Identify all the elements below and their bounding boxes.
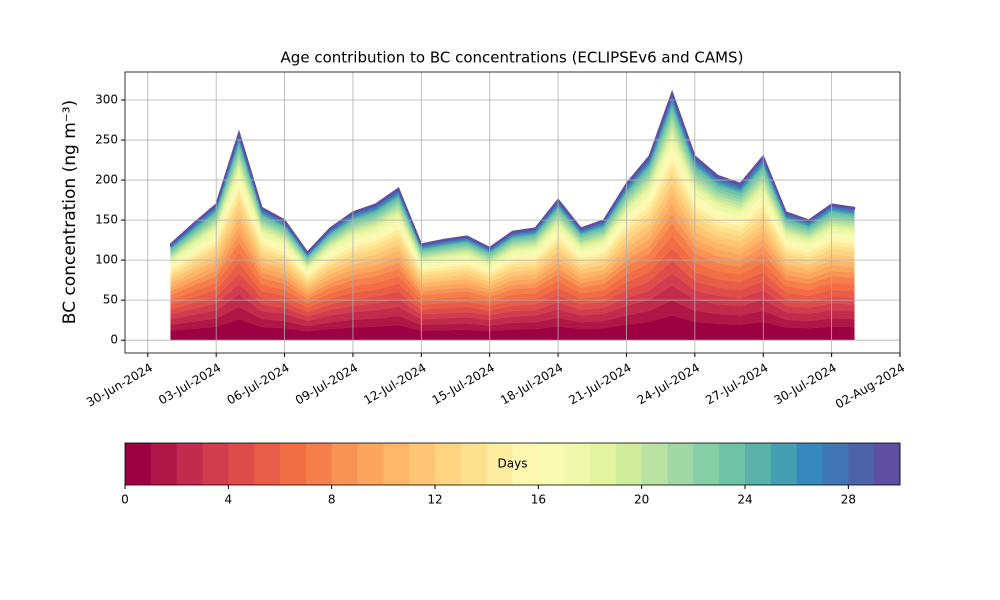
colorbar-swatch [641, 443, 668, 485]
y-tick-label: 150 [95, 213, 118, 227]
x-tick-label: 12-Jul-2024 [361, 361, 428, 408]
colorbar-tick-label: 24 [737, 493, 752, 507]
x-tick-label: 21-Jul-2024 [566, 361, 633, 408]
y-tick-label: 100 [95, 253, 118, 267]
colorbar-swatch [745, 443, 772, 485]
colorbar-label: Days [498, 457, 528, 471]
colorbar-tick-label: 8 [328, 493, 336, 507]
colorbar-swatch [848, 443, 875, 485]
colorbar-tick-label: 16 [531, 493, 546, 507]
colorbar-swatch [435, 443, 462, 485]
colorbar-swatch [202, 443, 229, 485]
y-tick-label: 250 [95, 133, 118, 147]
colorbar-swatch [693, 443, 720, 485]
colorbar-swatch [512, 443, 539, 485]
colorbar-tick-label: 20 [634, 493, 649, 507]
x-tick-label: 02-Aug-2024 [833, 361, 907, 412]
x-tick-label: 30-Jul-2024 [772, 361, 839, 408]
colorbar-swatch [538, 443, 565, 485]
y-tick-label: 0 [110, 333, 118, 347]
x-tick-label: 06-Jul-2024 [225, 361, 292, 408]
x-tick-label: 09-Jul-2024 [293, 361, 360, 408]
x-tick-label: 03-Jul-2024 [156, 361, 223, 408]
x-tick-label: 24-Jul-2024 [635, 361, 702, 408]
plot-frame [124, 71, 901, 354]
y-tick-label: 200 [95, 173, 118, 187]
colorbar-swatch [176, 443, 203, 485]
colorbar-frame [124, 442, 901, 486]
colorbar-tick-label: 28 [841, 493, 856, 507]
colorbar-swatch [590, 443, 617, 485]
colorbar-swatch [331, 443, 358, 485]
colorbar-swatch [719, 443, 746, 485]
colorbar-swatch [305, 443, 333, 485]
colorbar-swatch [667, 443, 694, 485]
x-tick-label: 18-Jul-2024 [498, 361, 565, 408]
colorbar-swatch [383, 443, 410, 485]
colorbar-swatch [874, 443, 901, 485]
colorbar-swatch [254, 443, 281, 485]
y-tick-label: 50 [103, 293, 118, 307]
x-tick-label: 15-Jul-2024 [430, 361, 497, 408]
colorbar-swatch [150, 443, 178, 485]
y-axis-label: BC concentration (ng m⁻³) [60, 100, 80, 324]
colorbar-tick-label: 0 [121, 493, 129, 507]
colorbar-tick-label: 12 [427, 493, 442, 507]
colorbar-swatch [280, 443, 307, 485]
colorbar-swatch [796, 443, 823, 485]
colorbar-swatch [822, 443, 849, 485]
y-tick-label: 300 [95, 93, 118, 107]
colorbar-swatch [564, 443, 591, 485]
colorbar-swatch [357, 443, 384, 485]
colorbar-swatch [770, 443, 798, 485]
chart-title: Age contribution to BC concentrations (E… [281, 49, 744, 67]
x-tick-label: 30-Jun-2024 [84, 361, 155, 410]
colorbar-tick-label: 4 [225, 493, 233, 507]
area-layer [169, 89, 856, 255]
x-tick-label: 27-Jul-2024 [703, 361, 770, 408]
colorbar-swatch [615, 443, 643, 485]
colorbar-swatch [125, 443, 152, 485]
colorbar-swatch [486, 443, 513, 485]
colorbar-swatch [228, 443, 255, 485]
colorbar-swatch [460, 443, 488, 485]
colorbar-swatch [409, 443, 436, 485]
